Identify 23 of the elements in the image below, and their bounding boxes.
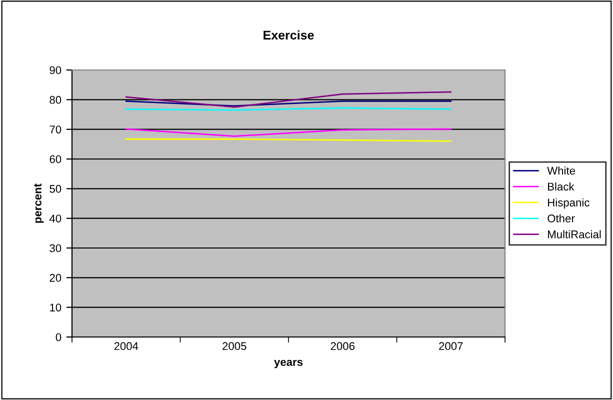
y-tick-label: 30 [50,244,62,252]
y-tick-label: 60 [50,155,62,164]
y-tick-label: 70 [50,126,62,134]
x-axis-title: years [274,360,303,368]
legend-label: White [547,166,576,175]
y-tick-label: 80 [50,96,62,104]
x-tick-label: 2007 [439,342,463,350]
y-tick-label: 50 [50,184,62,193]
y-axis-title: percent [34,184,44,223]
legend-label: MultiRacial [548,230,601,238]
x-tick-label: 2005 [222,342,246,350]
y-tick-label: 90 [50,66,62,74]
legend-label: Black [548,182,574,191]
legend-label: Hispanic [548,198,590,209]
chart-title: Exercise [264,30,314,40]
y-tick-label: 0 [56,333,62,342]
line-series [125,91,452,108]
x-tick-label: 2004 [114,342,138,350]
y-tick-label: 10 [50,304,62,312]
legend-label: Other [548,214,575,222]
y-tick-label: 20 [50,274,62,282]
y-tick-label: 40 [49,214,62,222]
x-tick-label: 2006 [330,342,354,350]
